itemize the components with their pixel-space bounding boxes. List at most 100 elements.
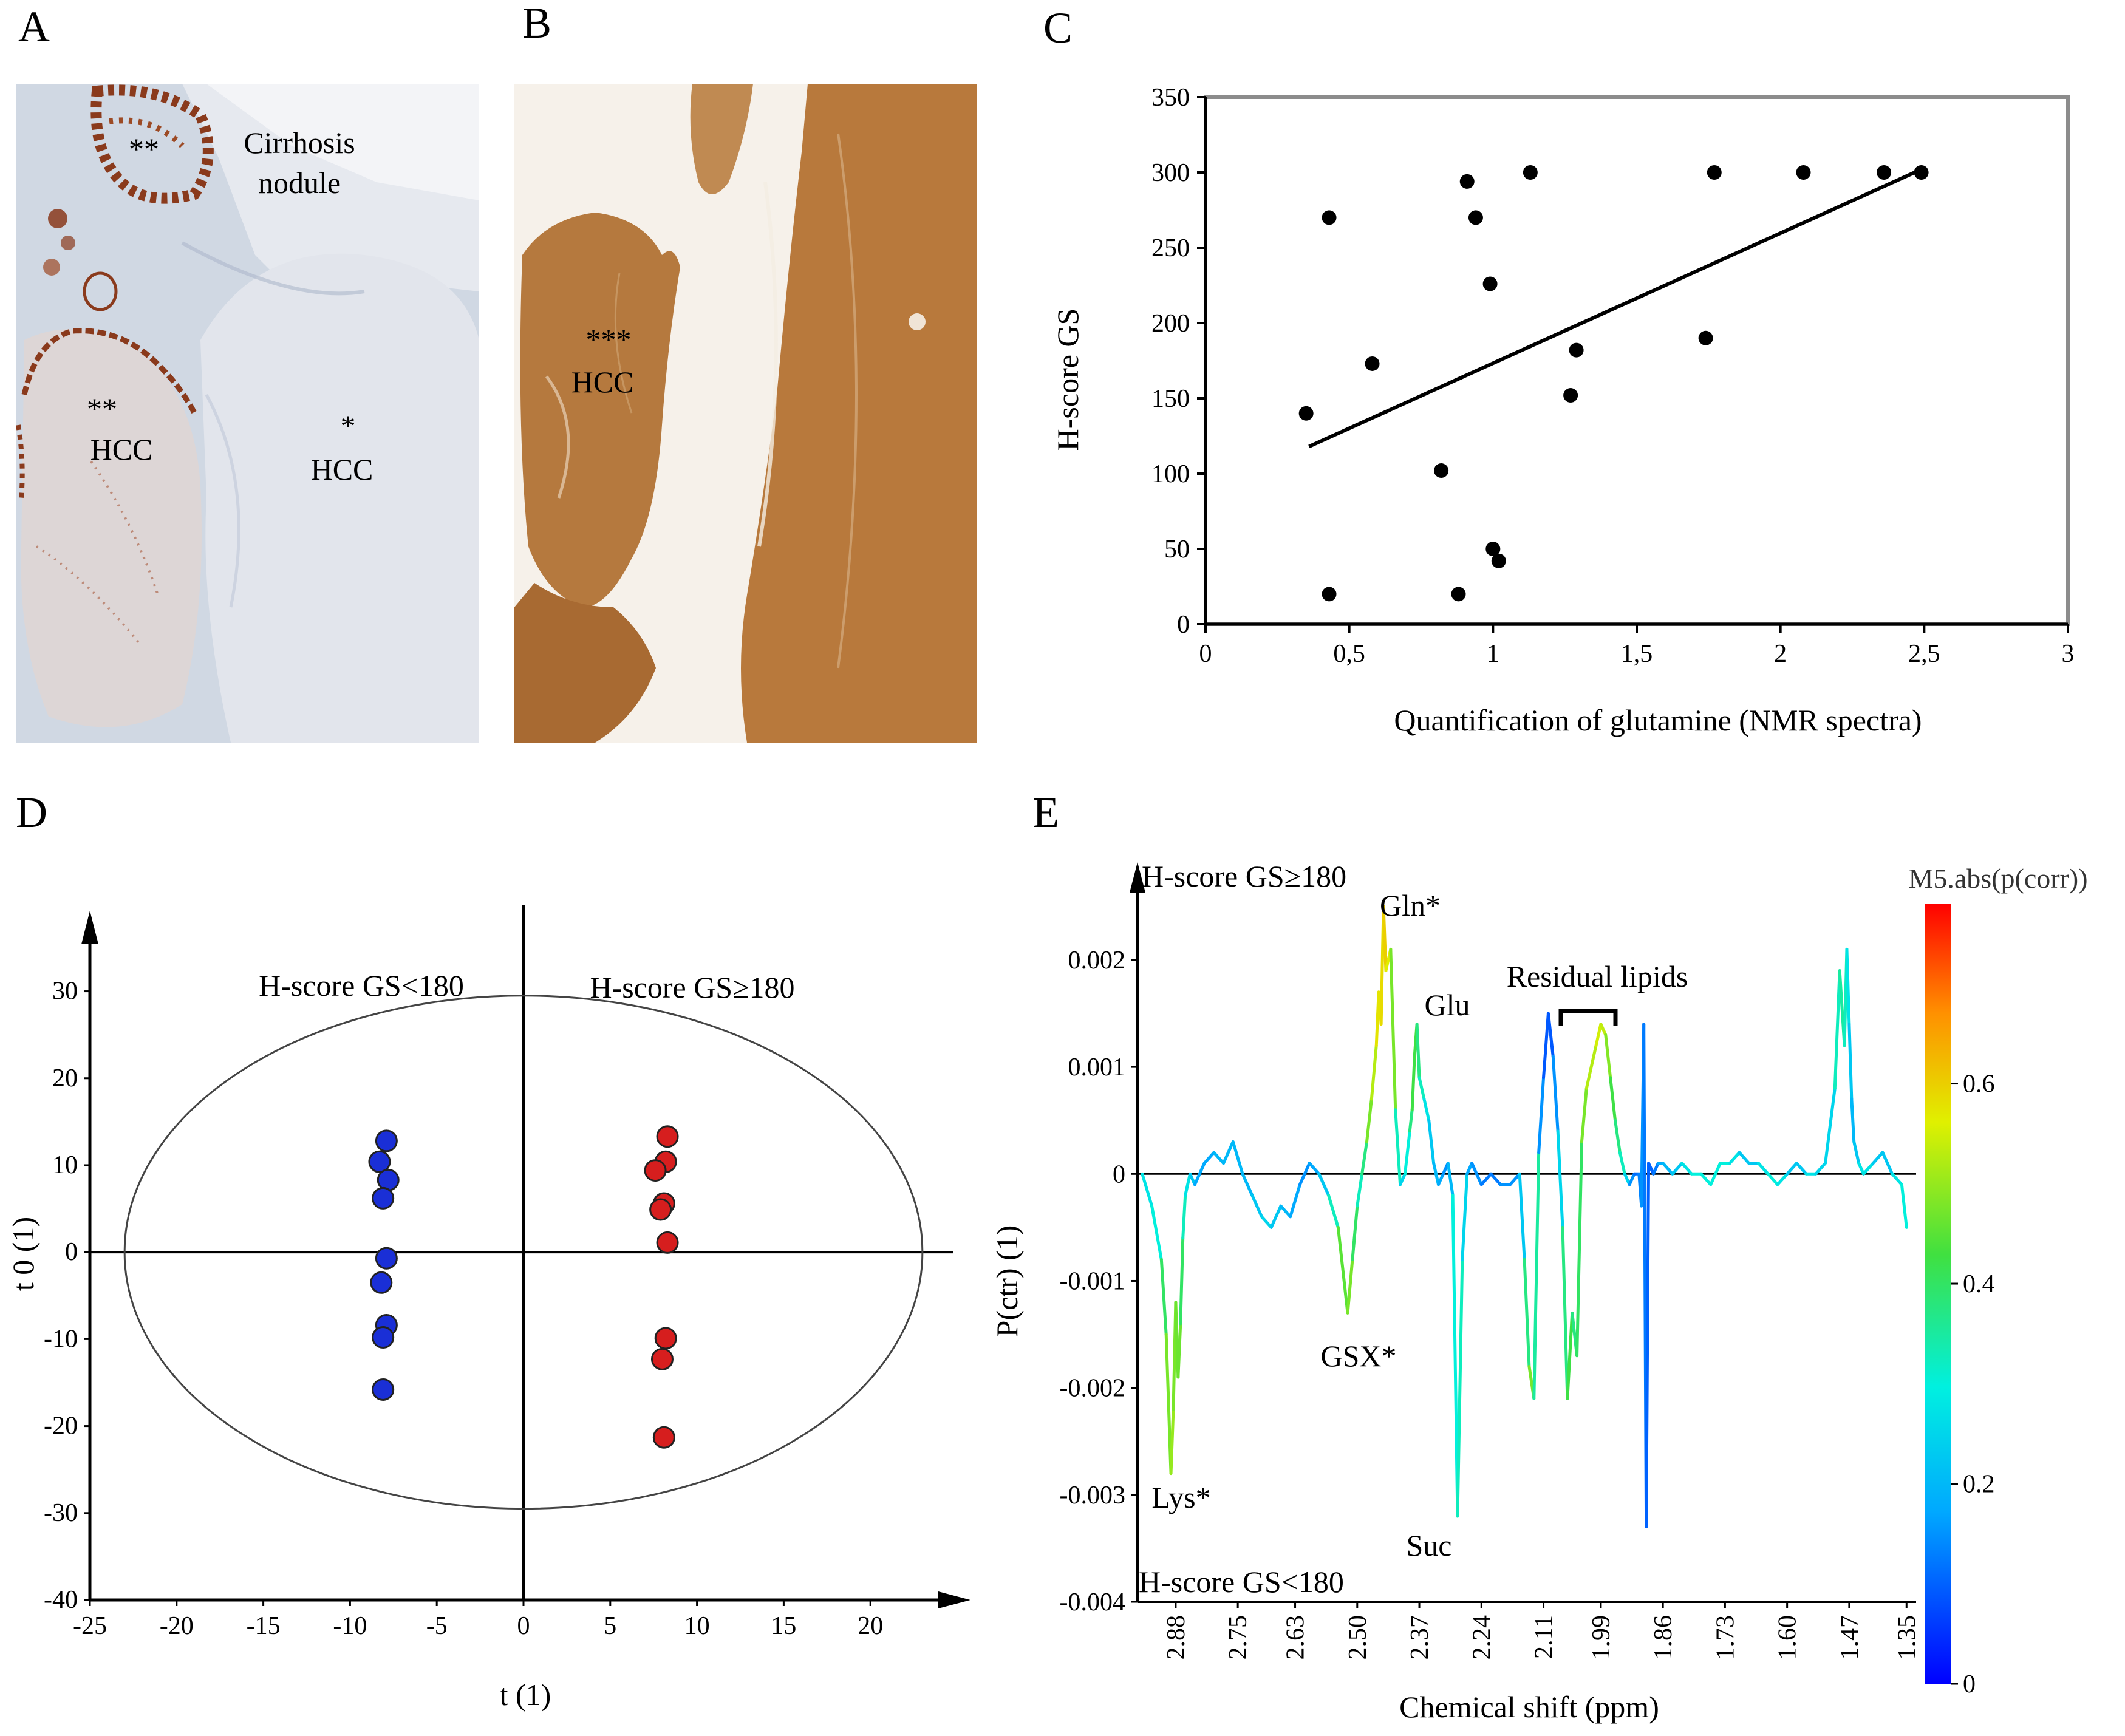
chart-c-point xyxy=(1491,553,1506,568)
chart-d-xtick-label: 5 xyxy=(604,1612,616,1640)
chart-c-xtick-label: 3 xyxy=(2062,640,2075,668)
chart-e-annotation-lys: Lys* xyxy=(1151,1480,1210,1514)
chart-c-ytick-label: 200 xyxy=(1151,310,1190,338)
chart-d-point-low xyxy=(375,1129,398,1152)
chart-c-frame xyxy=(1204,95,2070,626)
chart-e-ytick-label: 0 xyxy=(1113,1160,1125,1188)
label-a-star-right: * xyxy=(341,409,356,443)
chart-e-ytick-label: -0.004 xyxy=(1060,1588,1126,1616)
chart-e-spectrum-segment xyxy=(1518,1172,1526,1261)
chart-e-xtick-label: 2.24 xyxy=(1468,1615,1496,1660)
chart-c-xtick-label: 2 xyxy=(1774,640,1787,668)
chart-e-colorbar-ticks: 0.6 0.4 0.2 0 xyxy=(1951,1071,1995,1698)
label-a-stars-left: ** xyxy=(87,392,117,426)
chart-e-spectrum-segment xyxy=(1470,1162,1483,1186)
chart-e-spectrum-segment xyxy=(1382,905,1388,973)
chart-e-spectrum-segment xyxy=(1671,1162,1684,1176)
chart-e-spectrum-segment xyxy=(1614,1118,1622,1154)
chart-d-xtick-label: 10 xyxy=(684,1612,710,1640)
chart-e-spectrum-segment xyxy=(1756,1162,1770,1176)
chart-score-plot: 30 20 10 0 -10 -20 -30 -40-25 -20 -15 -10 -5 0 5 10 15 2… xyxy=(6,905,970,1712)
chart-d-point-high xyxy=(654,1327,677,1350)
histology-image-b xyxy=(514,84,977,743)
chart-e-spectrum-segment xyxy=(1523,1258,1531,1368)
chart-e-spectrum-segment xyxy=(1728,1151,1741,1165)
chart-c-point xyxy=(1569,342,1584,358)
chart-c-point xyxy=(1877,165,1892,180)
chart-e-spectrum-segment xyxy=(1389,947,1397,1112)
label-a-nodule: nodule xyxy=(258,166,341,200)
chart-d-point-high xyxy=(644,1159,667,1182)
chart-e-xtick-label: 1.47 xyxy=(1836,1615,1864,1660)
chart-e-colorbar-title: M5.abs(p(corr)) xyxy=(1908,863,2087,894)
chart-c-xtick-label: 1 xyxy=(1487,640,1499,668)
chart-d-ellipse-group xyxy=(123,995,924,1510)
chart-e-spectrum-segment xyxy=(1857,1162,1865,1176)
chart-e-spectrum-segment xyxy=(1427,1118,1436,1165)
chart-e-colorbar xyxy=(1925,904,1951,1684)
chart-d-ellipse xyxy=(123,995,924,1510)
label-a-hcc-left: HCC xyxy=(90,432,153,466)
chart-e-spectrum-segment xyxy=(1346,1258,1354,1315)
chart-d-ytick-label: -30 xyxy=(44,1499,78,1527)
chart-e-spectrum-segment xyxy=(1365,1097,1373,1143)
chart-d-xlabel: t (1) xyxy=(500,1678,551,1712)
chart-d-x-axis-arrow xyxy=(938,1591,970,1608)
chart-e-spectrum-segment xyxy=(1394,1108,1402,1186)
chart-d-point-high xyxy=(649,1198,672,1221)
chart-e-spectrum-segment xyxy=(1561,1225,1569,1400)
panel-letter-c: C xyxy=(1043,4,1073,52)
chart-e-spectrum-segment xyxy=(1408,1108,1414,1133)
chart-e-spectrum-segment xyxy=(1814,1162,1827,1176)
chart-e-annotation-glu: Glu xyxy=(1425,988,1470,1022)
chart-e-spectrum-segment xyxy=(1584,1044,1598,1090)
label-a-hcc-right: HCC xyxy=(311,452,373,486)
chart-e-spectrum-segment xyxy=(1231,1140,1244,1176)
chart-e-spectrum-segment xyxy=(1159,1258,1168,1336)
label-b-hcc: HCC xyxy=(571,365,634,399)
chart-d-ytick-label: -40 xyxy=(44,1586,78,1614)
chart-e-spectrum-segment xyxy=(1847,1023,1854,1101)
chart-e-annotation-suc: Suc xyxy=(1407,1528,1452,1562)
chart-e-spectrum-segment xyxy=(1415,1023,1421,1080)
chart-d-annotation-low: H-score GS<180 xyxy=(259,968,464,1002)
label-b-stars: *** xyxy=(586,322,632,356)
chart-e-spectrum-segment xyxy=(1824,1086,1837,1165)
chart-c-point xyxy=(1365,356,1380,371)
chart-d-xtick-label: -10 xyxy=(333,1612,367,1640)
chart-e-ytick-label: 0.001 xyxy=(1068,1054,1126,1081)
chart-e-spectrum-segment xyxy=(1680,1162,1693,1176)
chart-c-point xyxy=(1482,276,1498,291)
chart-e-spectrum-segment xyxy=(1356,1172,1364,1208)
chart-c-ytick-label: 0 xyxy=(1177,611,1190,639)
chart-e-spectrum-segment xyxy=(1169,1408,1175,1476)
chart-d-point-low xyxy=(372,1378,395,1401)
chart-e-spectrum-segment xyxy=(1461,1172,1469,1261)
chart-e-xtick-label: 1.35 xyxy=(1893,1615,1921,1660)
chart-e-spectrum-segment xyxy=(1150,1204,1163,1261)
chart-c-xtick-label: 2,5 xyxy=(1908,640,1940,668)
chart-d-axes: 30 20 10 0 -10 -20 -30 -40-25 -20 -15 -10 -5 0 5 10 15 2… xyxy=(44,905,970,1640)
chart-c-point xyxy=(1698,330,1713,345)
chart-d-xtick-label: -15 xyxy=(247,1612,281,1640)
chart-e-spectrum-segment xyxy=(1179,1236,1185,1326)
chart-c-point xyxy=(1298,406,1314,421)
chart-e-spectrum-segment xyxy=(1699,1172,1713,1186)
chart-c-point xyxy=(1707,165,1722,180)
chart-e-spectrum-segment xyxy=(1881,1151,1894,1176)
chart-e-ytick-label: 0.002 xyxy=(1068,947,1126,975)
chart-c-x-axis: 0 0,5 1 1,5 2 2,5 3 xyxy=(1199,622,2075,668)
chart-e-spectrum-segment xyxy=(1202,1151,1216,1165)
chart-c-point xyxy=(1485,542,1501,556)
chart-e-spectrum-segment xyxy=(1456,1258,1464,1518)
chart-d-ytick-label: 30 xyxy=(52,978,78,1006)
chart-e-spectrum-segment xyxy=(1546,1012,1555,1058)
chart-e-annotation-lipids: Residual lipids xyxy=(1507,959,1688,993)
chart-d-point-low xyxy=(372,1186,395,1210)
chart-e-spectrum-segment xyxy=(1184,1172,1192,1197)
chart-e-xtick-label: 2.63 xyxy=(1282,1615,1310,1660)
chart-d-point-low xyxy=(372,1326,395,1349)
chart-c-point xyxy=(1523,165,1538,180)
chart-c-ytick-label: 50 xyxy=(1164,536,1190,563)
